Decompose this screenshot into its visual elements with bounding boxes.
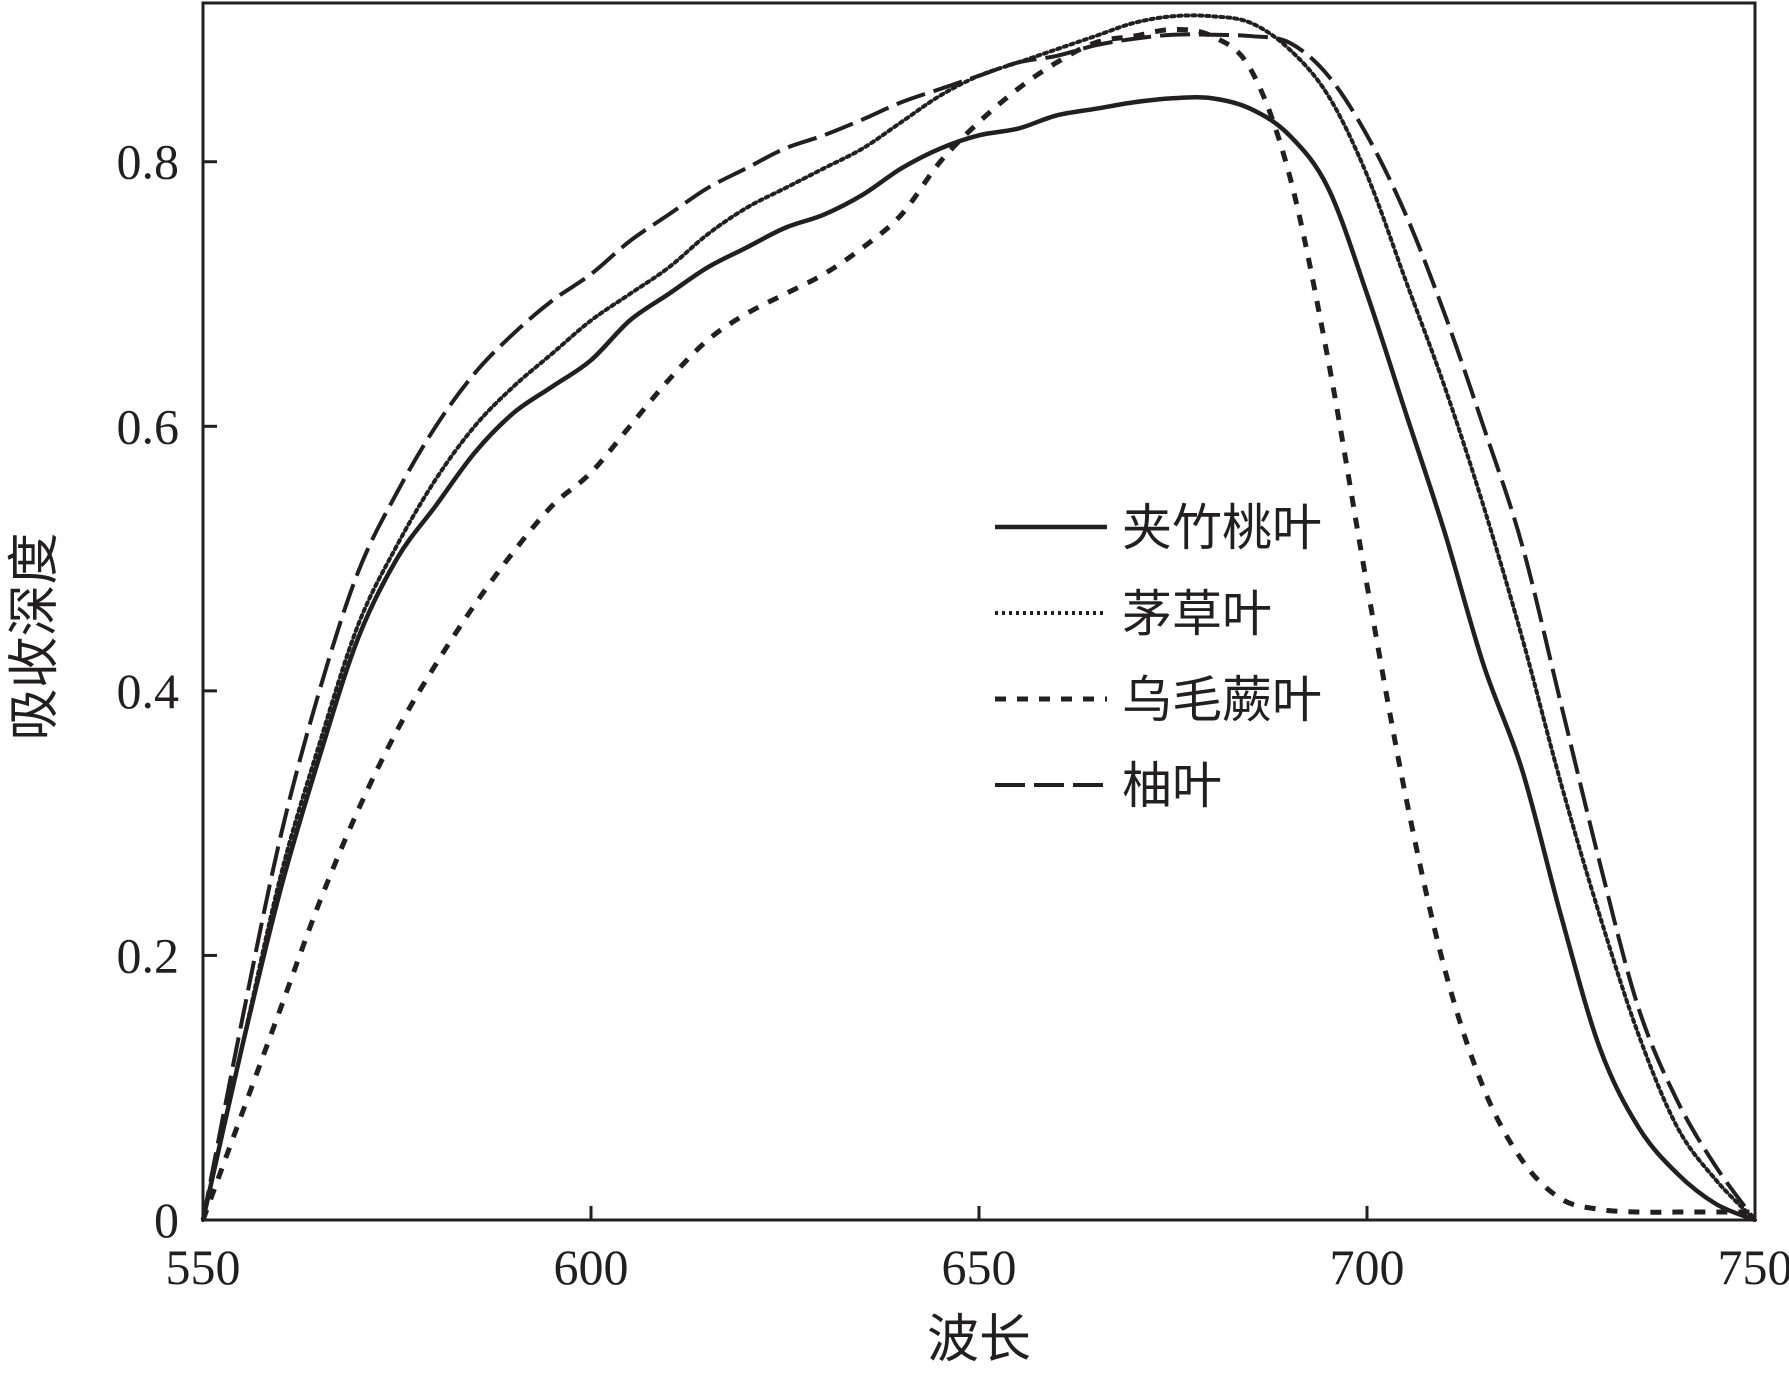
y-tick-label: 0.2 [117, 927, 180, 983]
series-line-3 [200, 26, 1755, 1221]
x-tick-label: 550 [166, 1239, 241, 1295]
y-tick-label: 0.4 [117, 663, 180, 719]
y-tick-label: 0 [154, 1192, 179, 1248]
x-axis-label: 波长 [927, 1310, 1031, 1370]
series-layer [200, 13, 1757, 1223]
series-line-4 [201, 32, 1757, 1222]
y-tick-label: 0.8 [117, 134, 180, 190]
ticks-layer: 550 600 650 700 750 0 0.2 0.4 0.6 0.8 [117, 134, 1789, 1295]
x-tick-label: 750 [1718, 1239, 1789, 1295]
y-tick-label: 0.6 [117, 398, 180, 454]
x-tick-label: 600 [554, 1239, 629, 1295]
x-tick-label: 700 [1330, 1239, 1405, 1295]
legend-label-4: 柚叶 [1122, 757, 1222, 815]
y-axis-label: 吸收深度 [5, 532, 65, 740]
legend-label-2: 茅草叶 [1122, 585, 1272, 643]
legend-label-3: 乌毛蕨叶 [1122, 671, 1322, 729]
legend-label-1: 夹竹桃叶 [1122, 499, 1322, 557]
series-line-1 [200, 95, 1756, 1223]
x-tick-label: 650 [942, 1239, 1017, 1295]
